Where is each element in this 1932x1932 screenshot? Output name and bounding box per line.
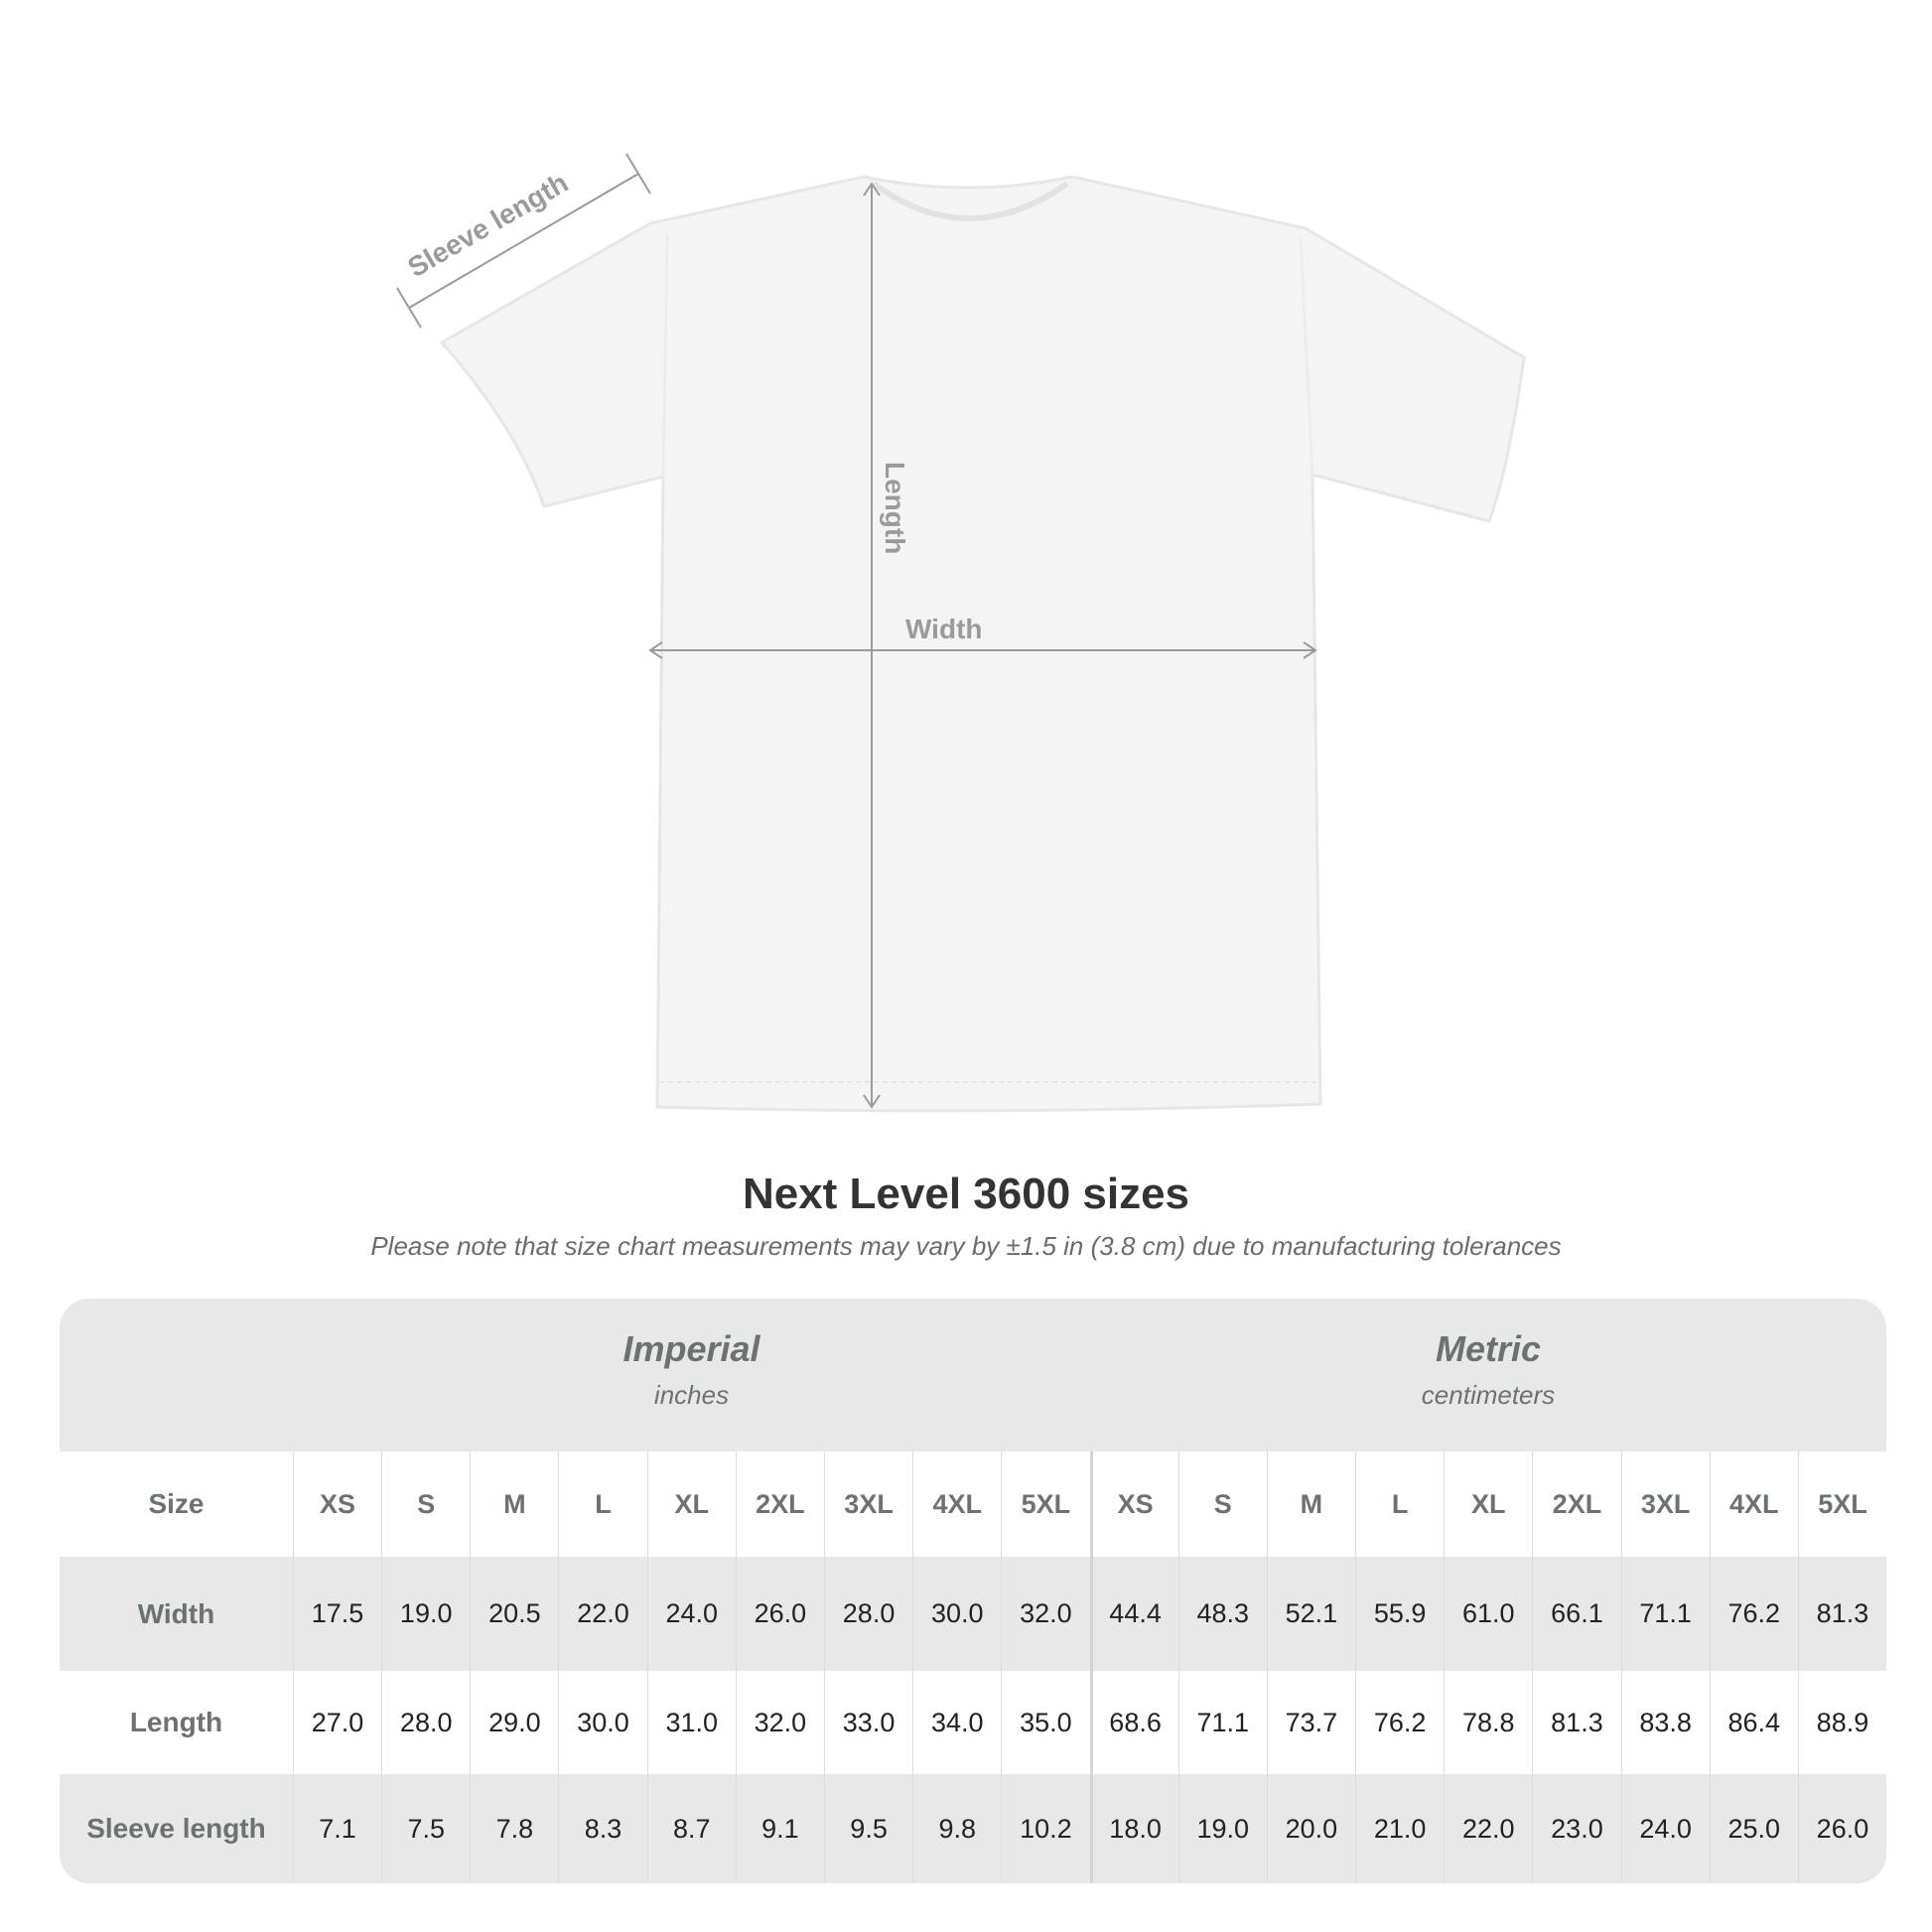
imperial-value-cell: 8.3 <box>558 1774 646 1883</box>
sleeve-arrow <box>396 153 651 329</box>
metric-unit: centimeters <box>1421 1380 1556 1410</box>
imperial-value-cell: 30.0 <box>912 1557 1001 1671</box>
row-label: Length <box>129 1707 223 1737</box>
metric-value-cell: 26.0 <box>1797 1774 1886 1883</box>
metric-value-cell: 44.4 <box>1089 1557 1178 1671</box>
imperial-value-cell: 9.1 <box>735 1774 824 1883</box>
metric-value-cell: 71.1 <box>1620 1557 1710 1671</box>
size-metric-4xl: 4XL <box>1709 1451 1798 1557</box>
tolerance-note: Please note that size chart measurements… <box>370 1231 1562 1261</box>
imperial-value-cell: 20.5 <box>470 1557 558 1671</box>
size-metric-3xl: 3XL <box>1620 1451 1710 1557</box>
row-label: Sleeve length <box>86 1813 266 1844</box>
metric-value-cell: 86.4 <box>1709 1671 1798 1774</box>
size-imperial-4xl: 4XL <box>912 1451 1001 1557</box>
metric-value-cell: 76.2 <box>1709 1557 1798 1671</box>
metric-value-cell: 76.2 <box>1355 1671 1444 1774</box>
length-arrow <box>863 182 881 1109</box>
imperial-value-cell: 35.0 <box>1001 1671 1089 1774</box>
imperial-value-cell: 19.0 <box>381 1557 470 1671</box>
width-label: Width <box>905 614 983 644</box>
size-imperial-2xl: 2XL <box>735 1451 824 1557</box>
size-imperial-l: L <box>558 1451 646 1557</box>
size-imperial-xl: XL <box>646 1451 736 1557</box>
imperial-value-cell: 31.0 <box>646 1671 736 1774</box>
size-label: Size <box>148 1488 205 1519</box>
imperial-value-cell: 28.0 <box>381 1671 470 1774</box>
imperial-value-cell: 22.0 <box>558 1557 646 1671</box>
metric-value-cell: 88.9 <box>1797 1671 1886 1774</box>
metric-value-cell: 81.3 <box>1532 1671 1620 1774</box>
tshirt-diagram: Sleeve length Length Width <box>396 153 1526 1113</box>
table-row: Sleeve length 7.1 7.5 7.8 8.3 8.7 9.1 9.5 9.8 10.… <box>60 1774 1886 1883</box>
size-table: Imperial inches Metric centimeters Size X… <box>60 1299 1886 1883</box>
tshirt-collar <box>872 181 1069 221</box>
imperial-value-cell: 27.0 <box>292 1671 381 1774</box>
metric-value-cell: 66.1 <box>1532 1557 1620 1671</box>
size-metric-m: M <box>1266 1451 1355 1557</box>
metric-value-cell: 83.8 <box>1620 1671 1710 1774</box>
imperial-value-cell: 7.8 <box>470 1774 558 1883</box>
width-arrow <box>648 641 1317 659</box>
imperial-value-cell: 7.5 <box>381 1774 470 1883</box>
metric-value-cell: 22.0 <box>1444 1774 1532 1883</box>
size-imperial-3xl: 3XL <box>823 1451 912 1557</box>
size-metric-5xl: 5XL <box>1797 1451 1886 1557</box>
imperial-value-cell: 32.0 <box>1001 1557 1089 1671</box>
imperial-value-cell: 7.1 <box>292 1774 381 1883</box>
metric-value-cell: 18.0 <box>1089 1774 1178 1883</box>
imperial-value-cell: 8.7 <box>646 1774 736 1883</box>
metric-value-cell: 52.1 <box>1266 1557 1355 1671</box>
imperial-value-cell: 24.0 <box>646 1557 736 1671</box>
metric-value-cell: 81.3 <box>1797 1557 1886 1671</box>
metric-value-cell: 73.7 <box>1266 1671 1355 1774</box>
metric-header: Metric centimeters <box>1090 1299 1886 1451</box>
size-imperial-s: S <box>381 1451 470 1557</box>
size-metric-xl: XL <box>1444 1451 1532 1557</box>
tshirt-body <box>439 175 1526 1113</box>
imperial-title: Imperial <box>622 1328 760 1369</box>
length-label: Length <box>880 462 910 554</box>
imperial-value-cell: 26.0 <box>735 1557 824 1671</box>
metric-value-cell: 71.1 <box>1177 1671 1267 1774</box>
metric-value-cell: 48.3 <box>1177 1557 1267 1671</box>
metric-title: Metric <box>1435 1328 1542 1369</box>
metric-value-cell: 55.9 <box>1355 1557 1444 1671</box>
imperial-value-cell: 33.0 <box>823 1671 912 1774</box>
imperial-value-cell: 17.5 <box>292 1557 381 1671</box>
size-metric-xs: XS <box>1089 1451 1178 1557</box>
metric-value-cell: 68.6 <box>1089 1671 1178 1774</box>
size-imperial-xs: XS <box>292 1451 381 1557</box>
sleeve-length-label: Sleeve length <box>403 167 574 283</box>
metric-value-cell: 24.0 <box>1620 1774 1710 1883</box>
imperial-value-cell: 28.0 <box>823 1557 912 1671</box>
size-header-row: Size XS S M L XL 2XL 3XL 4XL 5XL XS S M L XL 2XL 3XL 4XL 5… <box>60 1451 1886 1557</box>
metric-value-cell: 21.0 <box>1355 1774 1444 1883</box>
metric-value-cell: 19.0 <box>1177 1774 1267 1883</box>
size-imperial-m: M <box>470 1451 558 1557</box>
imperial-value-cell: 34.0 <box>912 1671 1001 1774</box>
imperial-value-cell: 9.5 <box>823 1774 912 1883</box>
size-metric-2xl: 2XL <box>1532 1451 1620 1557</box>
metric-value-cell: 25.0 <box>1709 1774 1798 1883</box>
imperial-value-cell: 29.0 <box>470 1671 558 1774</box>
imperial-value-cell: 30.0 <box>558 1671 646 1774</box>
size-metric-l: L <box>1355 1451 1444 1557</box>
metric-value-cell: 23.0 <box>1532 1774 1620 1883</box>
metric-value-cell: 78.8 <box>1444 1671 1532 1774</box>
metric-value-cell: 20.0 <box>1266 1774 1355 1883</box>
imperial-value-cell: 10.2 <box>1001 1774 1089 1883</box>
imperial-unit: inches <box>653 1380 730 1410</box>
metric-value-cell: 61.0 <box>1444 1557 1532 1671</box>
size-metric-s: S <box>1177 1451 1267 1557</box>
chart-title: Next Level 3600 sizes <box>742 1170 1190 1218</box>
imperial-header: Imperial inches <box>293 1299 1090 1451</box>
imperial-value-cell: 9.8 <box>912 1774 1001 1883</box>
imperial-value-cell: 32.0 <box>735 1671 824 1774</box>
table-row: Width 17.5 19.0 20.5 22.0 24.0 26.0 28.0 30.0 32.… <box>60 1557 1886 1671</box>
size-imperial-5xl: 5XL <box>1001 1451 1089 1557</box>
row-label: Width <box>137 1597 215 1629</box>
table-row: Length 27.0 28.0 29.0 30.0 31.0 32.0 33.0 34.0 35… <box>60 1671 1886 1774</box>
